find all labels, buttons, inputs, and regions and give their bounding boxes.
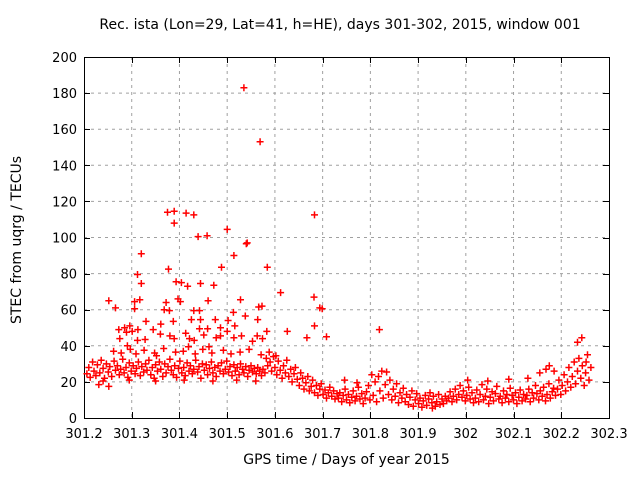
y-tick-labels: 0 20 40 60 80 100 120 140 160 180 200: [52, 51, 77, 427]
svg-text:301.3: 301.3: [113, 427, 150, 442]
data-points: [83, 84, 595, 412]
svg-text:301.8: 301.8: [352, 427, 389, 442]
svg-text:302.1: 302.1: [495, 427, 532, 442]
svg-text:301.9: 301.9: [399, 427, 436, 442]
svg-text:20: 20: [60, 376, 77, 391]
axes-frame: [84, 57, 610, 419]
svg-text:200: 200: [52, 51, 77, 66]
svg-text:180: 180: [52, 87, 77, 102]
svg-text:160: 160: [52, 123, 77, 138]
svg-text:80: 80: [60, 268, 77, 283]
x-tick-labels: 301.2 301.3 301.4 301.5 301.6 301.7 301.8 301.9…: [65, 427, 627, 442]
svg-text:60: 60: [60, 304, 77, 319]
svg-text:301.6: 301.6: [256, 427, 293, 442]
svg-text:0: 0: [69, 412, 77, 427]
svg-text:301.4: 301.4: [161, 427, 198, 442]
svg-text:40: 40: [60, 340, 77, 355]
svg-text:302.3: 302.3: [590, 427, 627, 442]
svg-text:302.2: 302.2: [543, 427, 580, 442]
svg-text:301.5: 301.5: [209, 427, 246, 442]
chart-title: Rec. ista (Lon=29, Lat=41, h=HE), days 3…: [99, 17, 581, 33]
svg-text:140: 140: [52, 159, 77, 174]
svg-text:301.7: 301.7: [304, 427, 341, 442]
svg-text:120: 120: [52, 195, 77, 210]
svg-text:301.2: 301.2: [65, 427, 102, 442]
svg-text:100: 100: [52, 232, 77, 247]
x-axis-label: GPS time / Days of year 2015: [243, 452, 450, 468]
svg-text:302: 302: [453, 427, 478, 442]
